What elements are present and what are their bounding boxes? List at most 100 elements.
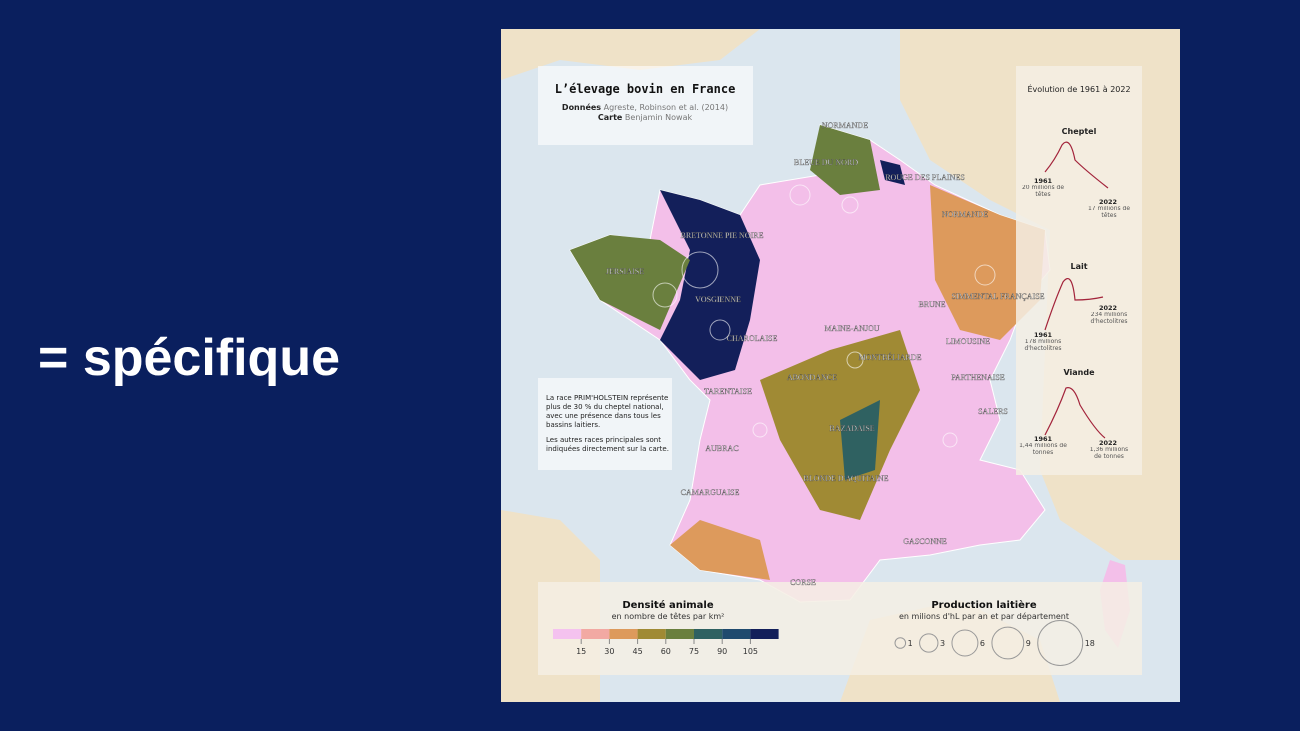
land-uk — [501, 29, 760, 80]
milk-circle — [991, 626, 1025, 660]
milk-label: 3 — [940, 639, 945, 648]
breed-label: MONTBÉLIARDE — [858, 352, 921, 362]
breed-label: BLEUE DU NORD — [794, 158, 858, 167]
milk-circle — [951, 629, 979, 657]
map-title: L’élevage bovin en France — [555, 82, 736, 96]
end-text: 1,36 millions de tonnes — [1089, 447, 1129, 460]
slide-text: = spécifique — [38, 329, 340, 387]
region-center — [760, 330, 920, 520]
density-swatch — [581, 629, 610, 639]
start-text: 20 millions de têtes — [1021, 185, 1065, 198]
credits: Données Agreste, Robinson et al. (2014) C… — [545, 103, 745, 124]
credit-label: Carte — [597, 113, 623, 123]
map-circle — [709, 319, 731, 341]
milk-label: 9 — [1026, 639, 1031, 648]
density-swatch — [694, 629, 723, 639]
breed-label: SIMMENTAL FRANÇAISE — [951, 292, 1044, 301]
breed-label: BLONDE D'AQUITAINE — [803, 474, 888, 483]
map-circle — [789, 184, 811, 206]
breed-label: AUBRAC — [705, 444, 738, 453]
breed-label: CORSE — [790, 578, 816, 587]
breed-label: LIMOUSINE — [946, 337, 990, 346]
start-text: 178 millions d'hectolitres — [1024, 339, 1062, 352]
end-text-wrap: 234 millions d'hectolitres — [1090, 312, 1127, 324]
start-text-wrap: 1,44 millions de tonnes — [1019, 443, 1067, 456]
breed-label: BRUNE — [918, 300, 945, 309]
end-year: 2022 — [1099, 198, 1117, 206]
breed-label: NORMANDE — [822, 121, 868, 130]
credit-value: Agreste, Robinson et al. (2014) — [603, 103, 729, 112]
breed-label: ROUGE DES PLAINES — [885, 173, 965, 182]
breed-label: MAINE-ANJOU — [824, 324, 879, 333]
map-circle — [942, 432, 958, 448]
end-text-wrap: 1,36 millions de tonnes — [1089, 447, 1129, 460]
density-tick-label: 15 — [576, 647, 586, 656]
density-swatch — [637, 629, 666, 639]
credit-label: Données — [561, 103, 602, 112]
breed-label: GASCONNE — [903, 537, 947, 546]
density-swatch — [553, 629, 582, 639]
density-tick-label: 105 — [743, 647, 758, 656]
breed-label: BAZADAISE — [829, 424, 874, 433]
region-salers — [840, 400, 880, 480]
credit-value: Benjamin Nowak — [624, 113, 693, 123]
density-swatch — [609, 629, 638, 639]
milk-circle — [919, 633, 939, 653]
note: La race PRIM'HOLSTEIN représente plus de… — [546, 394, 671, 461]
credit-line: Données Agreste, Robinson et al. (2014) — [545, 103, 745, 113]
start-year: 1961 — [1034, 331, 1053, 339]
note-paragraph: Les autres races principales sont indiqu… — [546, 436, 669, 454]
milk-title: Production laitière — [931, 599, 1037, 611]
map-circle — [974, 264, 996, 286]
density-swatch — [665, 629, 694, 639]
density-tick-label: 90 — [717, 647, 727, 656]
density-swatch — [722, 629, 751, 639]
start-year: 1961 — [1034, 177, 1053, 185]
end-text: 17 millions de têtes — [1087, 206, 1131, 219]
start-text-wrap: 178 millions d'hectolitres — [1024, 339, 1062, 352]
breed-label: JERSIAISE — [606, 267, 644, 276]
evolution-panel-title: Cheptel — [1062, 127, 1097, 136]
breed-label: BRETONNE PIE NOIRE — [681, 231, 764, 240]
map-circle — [652, 282, 678, 308]
milk-circle — [1037, 620, 1084, 666]
milk-subtitle: en milions d'hL par an et par départemen… — [899, 611, 1069, 621]
end-year: 2022 — [1099, 304, 1117, 312]
region-pyrenees — [670, 520, 770, 580]
map-circle — [846, 351, 864, 369]
breed-label: NORMANDE — [942, 210, 988, 219]
start-year: 1961 — [1034, 435, 1053, 443]
region-north — [810, 125, 880, 195]
trend-curve — [1044, 387, 1106, 439]
end-year: 2022 — [1099, 439, 1117, 447]
legend-panel — [538, 582, 1142, 675]
start-text: 1,44 millions de tonnes — [1019, 443, 1067, 456]
note-panel — [538, 378, 672, 470]
evolution-panel-title: Lait — [1070, 262, 1087, 271]
density-tick-label: 45 — [633, 647, 643, 656]
map-circle — [752, 422, 768, 438]
trend-curve — [1044, 278, 1104, 331]
density-tick-label: 60 — [661, 647, 671, 656]
region-nord — [880, 160, 905, 185]
breed-label: SALERS — [978, 407, 1008, 416]
milk-circle — [894, 637, 907, 649]
milk-label: 18 — [1085, 639, 1095, 648]
start-text-wrap: 20 millions de têtes — [1021, 185, 1065, 198]
milk-label: 1 — [908, 639, 913, 648]
density-tick-label: 75 — [689, 647, 699, 656]
evolution-panel-title: Viande — [1063, 368, 1095, 377]
map-circle — [841, 196, 859, 214]
breed-label: PARTHENAISE — [951, 373, 1005, 382]
map-circle — [681, 251, 719, 289]
density-title: Densité animale — [622, 599, 714, 611]
note-paragraph: La race PRIM'HOLSTEIN représente plus de… — [546, 394, 669, 430]
title-panel — [538, 66, 753, 145]
trend-curve — [1044, 141, 1109, 189]
density-swatch — [750, 629, 779, 639]
breed-label: ABONDANCE — [787, 373, 837, 382]
breed-label: VOSGIENNE — [695, 295, 741, 304]
evolution-title: Évolution de 1961 à 2022 — [1027, 83, 1130, 94]
